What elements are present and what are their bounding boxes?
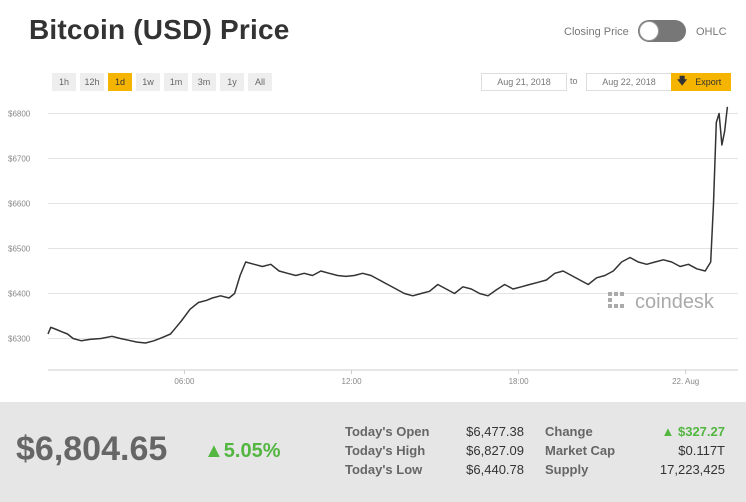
toggle-knob[interactable] — [639, 21, 659, 41]
market-cap-label: Market Cap — [545, 443, 616, 458]
y-tick-label: $6800 — [8, 110, 31, 119]
time-range-selector: 1h 12h 1d 1w 1m 3m 1y All — [52, 73, 272, 91]
range-button-3m[interactable]: 3m — [192, 73, 216, 91]
download-arrow-icon: 🡇 — [677, 75, 688, 87]
change-value: ▲ $327.27 — [661, 424, 725, 439]
y-tick-label: $6700 — [8, 155, 31, 164]
market-cap-value: $0.117T — [678, 443, 725, 458]
range-button-1m[interactable]: 1m — [164, 73, 188, 91]
y-tick-label: $6600 — [8, 200, 31, 209]
range-button-1y[interactable]: 1y — [220, 73, 244, 91]
x-tick-label: 06:00 — [174, 377, 195, 386]
todays-high-value: $6,827.09 — [466, 443, 524, 458]
export-button[interactable]: 🡇 Export — [671, 73, 731, 91]
price-line-chart: $6300 $6400 $6500 $6600 $6700 $6800 06:00 12:00… — [8, 106, 738, 386]
date-from-input[interactable]: Aug 21, 2018 — [481, 73, 567, 91]
page-title: Bitcoin (USD) Price — [29, 14, 290, 45]
price-series-line — [47, 106, 729, 344]
y-tick-label: $6500 — [8, 245, 31, 254]
coindesk-logo-icon — [608, 292, 624, 308]
x-tick-label: 18:00 — [509, 377, 530, 386]
ohlc-label: OHLC — [696, 26, 727, 38]
price-change-percent: ▲5.05% — [204, 440, 281, 462]
y-tick-label: $6300 — [8, 335, 31, 344]
price-summary-panel: $6,804.65 ▲5.05% Today's Open $6,477.38 … — [0, 402, 746, 502]
todays-open-label: Today's Open — [345, 424, 430, 439]
todays-low-value: $6,440.78 — [466, 462, 524, 477]
todays-high-label: Today's High — [345, 443, 426, 458]
y-tick-label: $6400 — [8, 290, 31, 299]
range-button-12h[interactable]: 12h — [80, 73, 104, 91]
range-button-1h[interactable]: 1h — [52, 73, 76, 91]
range-button-all[interactable]: All — [248, 73, 272, 91]
price-mode-toggle[interactable] — [638, 20, 686, 42]
coindesk-watermark: coindesk — [607, 290, 714, 314]
date-to-label: to — [570, 76, 578, 86]
todays-open-value: $6,477.38 — [466, 424, 524, 439]
current-price: $6,804.65 — [16, 430, 168, 468]
export-label: Export — [695, 77, 722, 87]
price-mode-toggle-group: Closing Price OHLC — [546, 20, 746, 44]
x-tick-label: 22. Aug — [672, 377, 699, 386]
change-label: Change — [545, 424, 593, 439]
x-tick-label: 12:00 — [342, 377, 363, 386]
range-button-1w[interactable]: 1w — [136, 73, 160, 91]
closing-price-label: Closing Price — [564, 26, 629, 38]
todays-low-label: Today's Low — [345, 462, 423, 477]
range-button-1d[interactable]: 1d — [108, 73, 132, 91]
coindesk-watermark-text: coindesk — [635, 290, 714, 313]
supply-label: Supply — [545, 462, 589, 477]
date-to-input[interactable]: Aug 22, 2018 — [586, 73, 672, 91]
supply-value: 17,223,425 — [659, 462, 725, 477]
